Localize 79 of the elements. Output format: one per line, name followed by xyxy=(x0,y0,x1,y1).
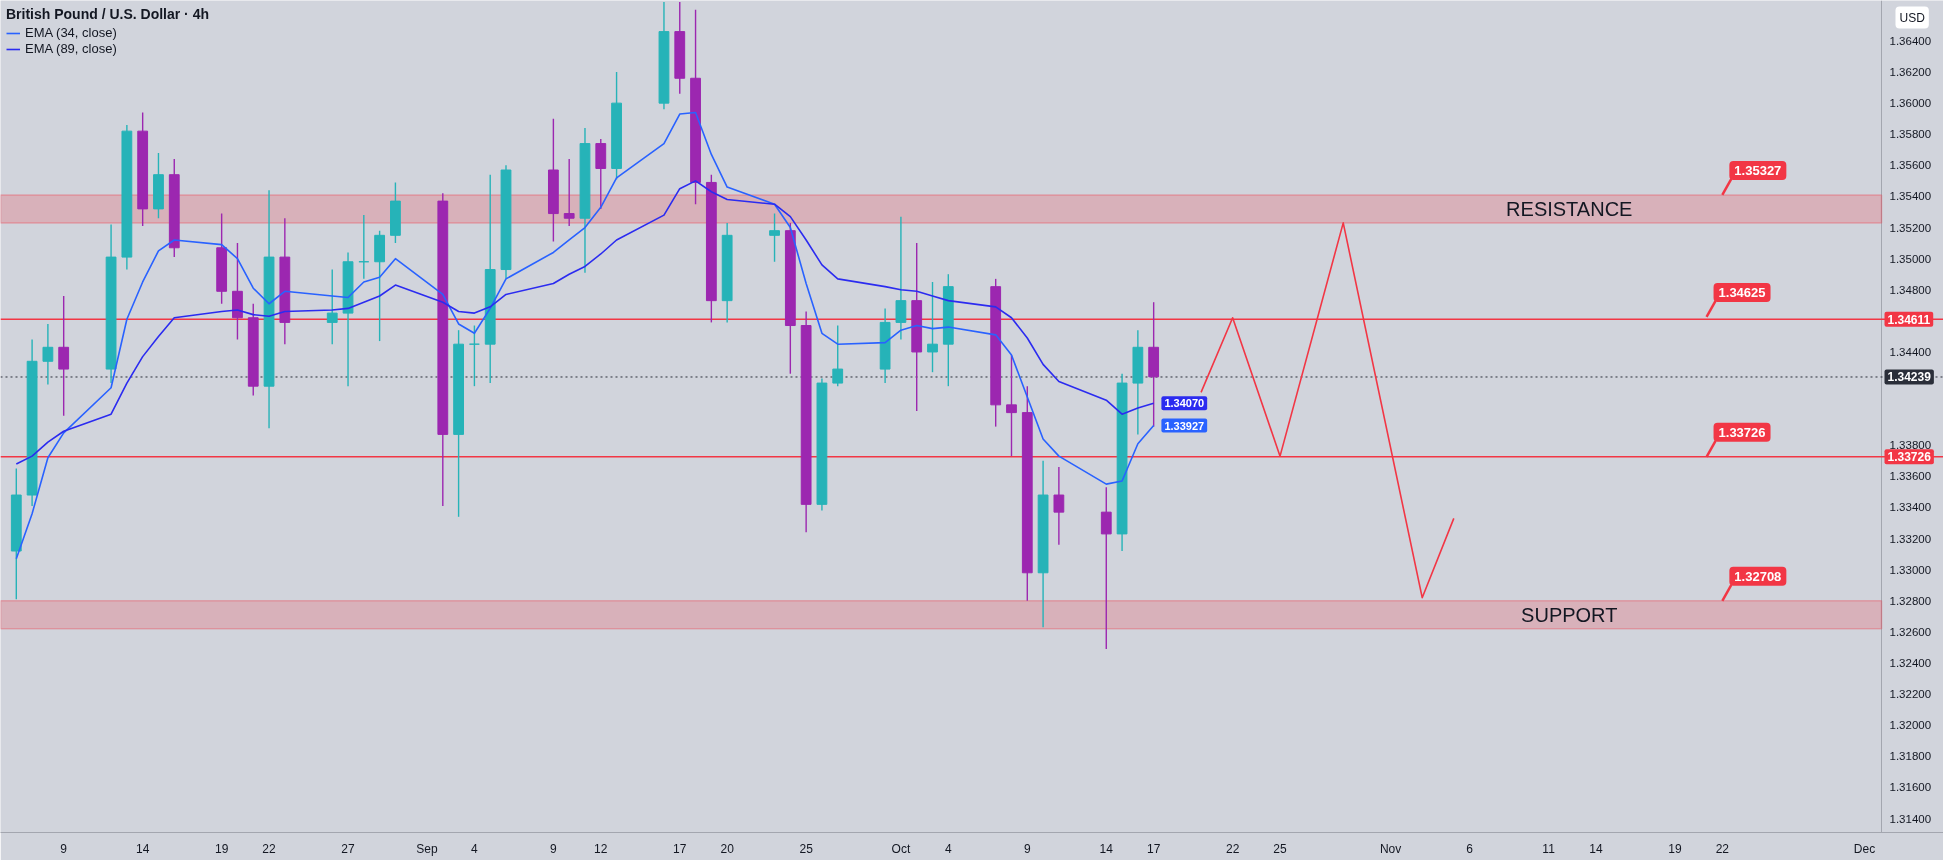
line-series xyxy=(15,180,1155,465)
y-tick-label: 1.33800 xyxy=(1889,439,1932,452)
legend-label: EMA (89, close) xyxy=(25,41,117,56)
candlestick xyxy=(1053,466,1065,546)
x-tick-label: 17 xyxy=(1146,841,1161,856)
x-tick-label: 22 xyxy=(1225,841,1240,856)
x-tick-label: 19 xyxy=(1668,841,1682,856)
candlestick xyxy=(358,214,370,280)
candlestick xyxy=(42,323,54,386)
legend-label: EMA (34, close) xyxy=(25,25,117,40)
x-tick-label: 6 xyxy=(1466,841,1474,856)
y-tick-label: 1.31800 xyxy=(1889,750,1932,763)
candlestick xyxy=(58,295,70,417)
y-tick-label: 1.32800 xyxy=(1889,594,1932,607)
y-tick-label: 1.32200 xyxy=(1889,688,1932,701)
y-tick-label: 1.32400 xyxy=(1889,656,1932,669)
x-tick-label: 25 xyxy=(1273,841,1288,856)
line-series xyxy=(15,111,1155,560)
candlestick xyxy=(769,212,780,263)
annotation: 1.32708 xyxy=(1734,568,1782,584)
y-tick-label: 1.35600 xyxy=(1889,159,1932,172)
y-tick-label: 1.35200 xyxy=(1889,221,1932,234)
x-tick-label: 14 xyxy=(136,841,150,856)
candlestick xyxy=(326,268,338,345)
data-label: 1.33927 xyxy=(1164,419,1205,432)
ref-line-label: 1.33726 xyxy=(1887,450,1932,465)
x-tick-label: 9 xyxy=(60,841,68,856)
candlestick xyxy=(469,324,480,387)
x-tick-label: Sep xyxy=(416,841,439,856)
y-tick-label: 1.33000 xyxy=(1889,563,1932,576)
x-tick-label: 27 xyxy=(341,841,356,856)
y-tick-label: 1.36200 xyxy=(1889,66,1932,79)
y-tick-label: 1.33400 xyxy=(1889,501,1932,514)
ref-line-label: 1.34611 xyxy=(1887,312,1931,327)
annotation: 1.34625 xyxy=(1718,284,1766,300)
x-tick-label: 22 xyxy=(262,841,277,856)
y-tick-label: 1.32000 xyxy=(1889,719,1932,732)
candlestick xyxy=(927,281,938,373)
y-tick-label: 1.34800 xyxy=(1889,283,1932,296)
y-tick-label: 1.36400 xyxy=(1889,34,1932,47)
candlestick xyxy=(563,158,575,227)
x-tick-label: Nov xyxy=(1379,841,1402,856)
x-tick-label: 17 xyxy=(673,841,687,856)
y-tick-label: 1.36000 xyxy=(1889,97,1932,110)
chart-title: British Pound / U.S. Dollar · 4h xyxy=(6,6,210,22)
band-label: RESISTANCE xyxy=(1506,197,1633,220)
y-tick-label: 1.33200 xyxy=(1889,532,1932,545)
y-tick-label: 1.35400 xyxy=(1889,190,1932,203)
y-tick-label: 1.33600 xyxy=(1889,470,1932,483)
ref-line-label: 1.34239 xyxy=(1887,370,1932,385)
data-label: 1.34070 xyxy=(1164,397,1205,410)
y-tick-label: 1.32600 xyxy=(1889,625,1932,638)
x-tick-label: 9 xyxy=(1023,841,1031,856)
y-tick-label: 1.34400 xyxy=(1889,345,1932,358)
candlestick xyxy=(832,324,844,387)
x-tick-label: 9 xyxy=(550,841,558,856)
y-tick-label: 1.35800 xyxy=(1889,128,1932,141)
y-tick-label: 1.31600 xyxy=(1889,781,1932,794)
y-axis-title: USD xyxy=(1899,10,1926,25)
annotation: 1.33726 xyxy=(1718,424,1766,440)
x-tick-label: 22 xyxy=(1715,841,1730,856)
x-tick-label: Dec xyxy=(1853,841,1876,856)
x-tick-label: 11 xyxy=(1542,841,1556,856)
x-tick-label: Oct xyxy=(891,841,911,856)
annotation: 1.35327 xyxy=(1734,162,1782,178)
x-tick-label: 19 xyxy=(214,841,229,856)
y-tick-label: 1.35000 xyxy=(1889,252,1932,265)
band-label: SUPPORT xyxy=(1521,603,1618,626)
x-tick-label: 14 xyxy=(1099,841,1114,856)
x-tick-label: 25 xyxy=(799,841,814,856)
y-tick-label: 1.31400 xyxy=(1889,812,1932,825)
candlestick xyxy=(1100,486,1112,650)
candlestick xyxy=(1006,354,1017,457)
x-tick-label: 12 xyxy=(594,841,608,856)
x-tick-label: 4 xyxy=(471,841,479,856)
x-tick-label: 14 xyxy=(1589,841,1603,856)
candlestick xyxy=(895,215,907,341)
x-tick-label: 4 xyxy=(944,841,952,856)
x-tick-label: 20 xyxy=(720,841,735,856)
